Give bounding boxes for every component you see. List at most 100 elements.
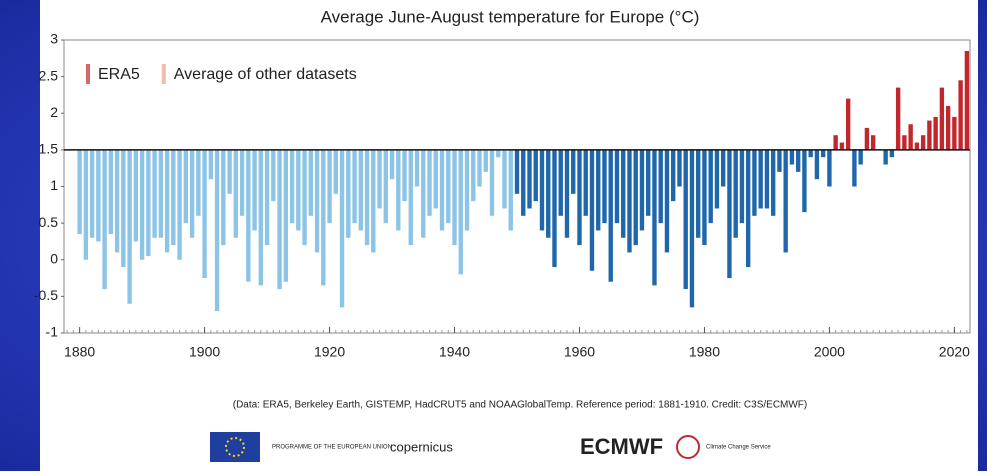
- bar: [639, 149, 645, 231]
- bar: [733, 149, 738, 238]
- y-tick-label: 2: [50, 104, 58, 120]
- bar: [914, 142, 920, 150]
- logo-text: PROGRAMME OF THE EUROPEAN UNION: [272, 445, 392, 451]
- bar: [214, 149, 220, 312]
- bar: [939, 87, 945, 150]
- bar: [933, 116, 938, 150]
- bar: [127, 149, 132, 304]
- bar: [895, 87, 901, 150]
- bar: [546, 149, 551, 238]
- logo-text: Climate Change Service: [706, 445, 771, 451]
- panel: [40, 0, 978, 471]
- bar: [689, 149, 695, 308]
- bar: [339, 149, 345, 308]
- bar: [527, 149, 532, 209]
- bar: [745, 149, 751, 268]
- x-tick-label: 2020: [939, 344, 970, 360]
- bar: [483, 149, 488, 172]
- y-tick-label: 0: [50, 250, 58, 266]
- bar: [558, 149, 563, 216]
- bar: [952, 116, 957, 150]
- bar: [83, 149, 89, 260]
- bar: [433, 149, 438, 209]
- bar: [889, 149, 895, 158]
- y-tick-label: 2.5: [39, 67, 59, 83]
- bar: [389, 149, 395, 180]
- bar: [121, 149, 126, 268]
- bar: [364, 149, 370, 246]
- bar: [758, 149, 763, 209]
- bar: [802, 149, 807, 213]
- bar: [564, 149, 570, 238]
- logo-text: ECMWF: [580, 434, 663, 459]
- logo-text: copernicus: [390, 439, 453, 454]
- y-tick-label: 1: [50, 177, 58, 193]
- bar: [927, 120, 932, 150]
- y-tick-label: 3: [50, 31, 58, 47]
- bar: [439, 149, 445, 231]
- legend-swatch: [161, 64, 166, 84]
- bar: [202, 149, 207, 279]
- x-tick-label: 1900: [189, 344, 220, 360]
- bar: [870, 135, 876, 150]
- bar: [783, 149, 788, 253]
- bar: [945, 105, 951, 150]
- bar: [246, 149, 251, 282]
- bar: [102, 149, 107, 290]
- bar: [383, 149, 388, 224]
- y-tick-label: -1: [46, 324, 59, 340]
- bar: [477, 149, 482, 187]
- bar: [589, 149, 595, 271]
- bar: [608, 149, 613, 282]
- bar: [845, 98, 851, 150]
- bar: [489, 149, 495, 216]
- bar: [152, 149, 157, 238]
- bar: [770, 149, 776, 216]
- bar: [533, 149, 538, 202]
- bar: [583, 149, 588, 216]
- bar: [496, 149, 501, 158]
- x-tick-label: 1920: [314, 344, 345, 360]
- bar: [795, 149, 801, 172]
- x-tick-label: 1940: [439, 344, 470, 360]
- bar: [539, 149, 545, 231]
- bar: [920, 135, 926, 150]
- bar: [377, 149, 382, 209]
- bar: [158, 149, 164, 238]
- bar: [133, 149, 139, 242]
- bar: [727, 149, 732, 279]
- bar: [864, 127, 870, 150]
- bar: [508, 149, 513, 231]
- bar: [902, 135, 907, 150]
- bar: [820, 149, 826, 158]
- bar: [908, 124, 913, 150]
- bar: [621, 149, 626, 238]
- bar: [258, 149, 264, 286]
- bar: [646, 149, 651, 216]
- bar: [408, 149, 413, 246]
- bar: [146, 149, 151, 257]
- bar: [958, 80, 963, 150]
- legend-label: ERA5: [98, 66, 140, 83]
- chart-title: Average June-August temperature for Euro…: [321, 7, 700, 26]
- legend-label: Average of other datasets: [174, 66, 357, 83]
- bar: [264, 149, 270, 246]
- c3s-icon: [676, 435, 700, 459]
- y-tick-label: 0.5: [39, 214, 59, 230]
- bar: [614, 149, 620, 224]
- bar: [671, 149, 676, 202]
- bar: [752, 149, 757, 216]
- y-tick-label: 1.5: [39, 141, 59, 157]
- bar: [789, 149, 795, 165]
- bar: [633, 149, 638, 246]
- bar: [827, 149, 832, 187]
- bar: [833, 135, 838, 150]
- bar: [183, 149, 189, 224]
- bar: [314, 149, 320, 253]
- bar: [552, 149, 557, 268]
- bar: [302, 149, 307, 246]
- bar: [233, 149, 239, 238]
- eu-flag: [210, 432, 260, 462]
- bar: [839, 142, 845, 150]
